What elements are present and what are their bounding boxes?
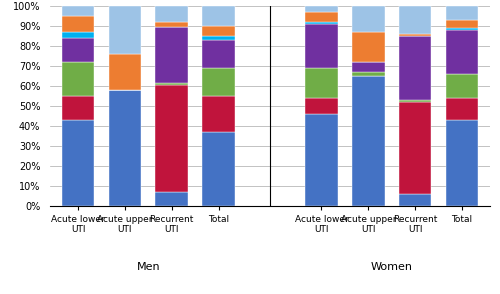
Bar bbox=[446, 6, 478, 20]
Bar bbox=[398, 36, 432, 100]
Bar bbox=[446, 74, 478, 98]
Bar bbox=[305, 24, 338, 68]
Bar bbox=[62, 38, 94, 62]
Bar bbox=[446, 98, 478, 120]
Bar bbox=[156, 83, 188, 85]
Bar bbox=[62, 16, 94, 32]
Bar bbox=[62, 32, 94, 38]
Bar bbox=[202, 26, 235, 36]
Bar bbox=[202, 36, 235, 40]
Bar bbox=[202, 6, 235, 26]
Bar bbox=[305, 12, 338, 22]
Bar bbox=[62, 96, 94, 120]
Bar bbox=[156, 27, 188, 83]
Bar bbox=[62, 62, 94, 96]
Bar bbox=[156, 192, 188, 206]
Bar bbox=[62, 6, 94, 16]
Bar bbox=[398, 34, 432, 36]
Bar bbox=[305, 6, 338, 12]
Bar bbox=[305, 114, 338, 206]
Bar bbox=[305, 68, 338, 98]
Bar bbox=[202, 68, 235, 96]
Bar bbox=[398, 6, 432, 34]
Text: Women: Women bbox=[370, 262, 412, 272]
Bar bbox=[352, 62, 384, 72]
Bar bbox=[156, 22, 188, 27]
Bar bbox=[352, 76, 384, 206]
Bar bbox=[352, 6, 384, 32]
Bar bbox=[202, 96, 235, 132]
Bar bbox=[108, 54, 142, 90]
Bar bbox=[446, 28, 478, 30]
Bar bbox=[446, 30, 478, 74]
Bar bbox=[202, 132, 235, 206]
Bar bbox=[305, 98, 338, 114]
Bar bbox=[398, 194, 432, 206]
Text: Men: Men bbox=[136, 262, 160, 272]
Bar bbox=[202, 40, 235, 68]
Bar bbox=[62, 120, 94, 206]
Bar bbox=[352, 32, 384, 62]
Bar bbox=[108, 6, 142, 54]
Bar bbox=[446, 20, 478, 28]
Bar bbox=[108, 90, 142, 206]
Bar bbox=[446, 120, 478, 206]
Bar bbox=[305, 22, 338, 24]
Bar bbox=[352, 72, 384, 76]
Bar bbox=[398, 100, 432, 102]
Bar bbox=[156, 6, 188, 22]
Bar bbox=[398, 102, 432, 194]
Bar bbox=[156, 85, 188, 192]
